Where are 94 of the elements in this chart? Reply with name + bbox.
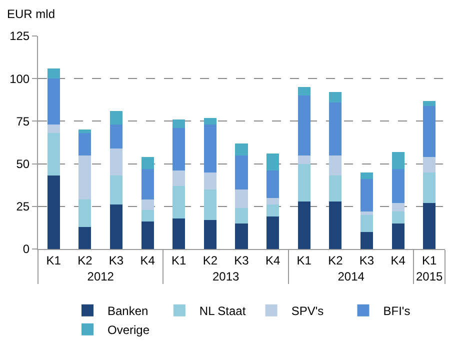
bar (235, 155, 248, 190)
x-tick-label: K1 (296, 253, 312, 268)
legend-label: Banken (108, 304, 148, 318)
bar (423, 156, 436, 172)
x-tick-label: K4 (140, 253, 156, 268)
bar (392, 223, 404, 249)
bar (141, 222, 154, 249)
bar (266, 170, 280, 198)
bar (47, 133, 60, 176)
text: 2013 (212, 269, 240, 284)
bar (141, 210, 154, 222)
bar (266, 154, 280, 171)
y-tick-label: 50 (16, 157, 30, 171)
bar (392, 152, 404, 169)
bar (329, 155, 342, 176)
bar (235, 223, 248, 249)
y-tick-label: 100 (10, 72, 30, 86)
bar (78, 226, 92, 249)
bar (298, 164, 310, 202)
bar (360, 212, 373, 215)
text: 2015 (416, 269, 444, 284)
bar (423, 202, 436, 249)
x-tick-label: K1 (422, 253, 438, 268)
bar (266, 204, 280, 217)
bar (423, 106, 436, 157)
bar (392, 202, 404, 212)
text: 2014 (338, 269, 365, 284)
x-tick-label: K2 (78, 253, 93, 268)
x-tick-label: K3 (108, 253, 124, 268)
bar (329, 102, 342, 156)
bar (47, 124, 60, 134)
bar (110, 124, 123, 148)
x-tick-label: K3 (234, 253, 250, 268)
legend-label: Overige (108, 323, 150, 338)
bar (204, 189, 216, 220)
x-tick-label: K4 (265, 253, 280, 268)
bar (141, 156, 154, 169)
bar (360, 172, 373, 180)
y-tick-label: 25 (16, 200, 30, 214)
bar (172, 218, 186, 249)
bar (172, 170, 186, 186)
bar (329, 201, 342, 249)
bar (266, 198, 280, 205)
y-tick-label: 0 (22, 242, 30, 256)
y-tick-label: 75 (16, 114, 30, 128)
bar (392, 168, 404, 203)
bar (392, 212, 404, 224)
bar (172, 186, 186, 218)
y-axis-title: EUR mld (7, 7, 56, 21)
bar (204, 124, 216, 172)
bar (47, 68, 60, 79)
bar (329, 92, 342, 102)
bar (172, 120, 186, 128)
bar (141, 200, 154, 210)
bar (423, 100, 436, 106)
bar (204, 118, 216, 125)
bar (78, 155, 92, 200)
bar (298, 155, 310, 164)
x-tick-label: K1 (172, 253, 187, 268)
bar (360, 232, 373, 249)
bar (141, 168, 154, 200)
bar (78, 130, 92, 134)
bar (110, 148, 123, 176)
legend-label: NL Staat (199, 304, 246, 318)
legend-label: SPV's (291, 304, 324, 318)
bar (204, 220, 216, 249)
bar (110, 110, 123, 125)
bar (78, 133, 92, 156)
bar (204, 172, 216, 190)
bar (110, 204, 123, 249)
text: 2012 (87, 269, 114, 284)
bar (235, 143, 248, 156)
bar (298, 201, 310, 249)
bar (110, 176, 123, 205)
bar (235, 189, 248, 208)
x-tick-label: K2 (328, 253, 344, 268)
bar (360, 179, 373, 212)
y-tick-label: 125 (10, 29, 30, 44)
x-tick-label: K3 (359, 253, 374, 268)
bar (47, 176, 60, 249)
bar (235, 208, 248, 224)
legend-label: BFI's (383, 304, 410, 318)
bar (360, 214, 373, 232)
x-tick-label: K2 (202, 253, 218, 268)
bar (298, 96, 310, 156)
x-tick-label: K4 (390, 253, 406, 268)
bar (78, 200, 92, 227)
bar (329, 176, 342, 202)
bar (266, 216, 280, 249)
bar (172, 128, 186, 171)
bar (47, 78, 60, 125)
bar (423, 172, 436, 203)
bar (298, 87, 310, 96)
x-tick-label: K1 (46, 253, 62, 268)
